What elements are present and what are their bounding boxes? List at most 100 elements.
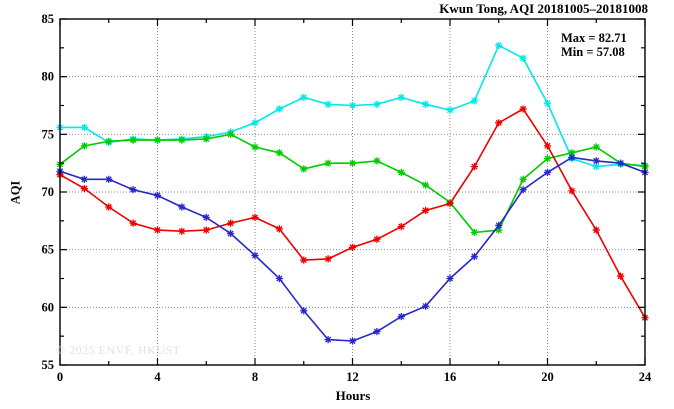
x-tick-label: 0 bbox=[57, 370, 63, 384]
x-tick-label: 16 bbox=[444, 370, 457, 384]
series-red-marker bbox=[592, 226, 600, 234]
y-tick-label: 60 bbox=[42, 300, 55, 314]
series-red-marker bbox=[251, 213, 259, 221]
series-cyan-marker bbox=[519, 54, 527, 62]
series-cyan-marker bbox=[373, 100, 381, 108]
series-red-marker bbox=[446, 199, 454, 208]
series-green-marker bbox=[422, 181, 430, 189]
series-blue-marker bbox=[251, 251, 259, 260]
series-blue-marker bbox=[373, 327, 381, 336]
series-cyan-marker bbox=[324, 100, 332, 108]
y-tick-label: 85 bbox=[42, 12, 55, 26]
y-tick-label: 70 bbox=[42, 185, 55, 199]
series-cyan-marker bbox=[275, 105, 283, 113]
series-blue-marker bbox=[227, 229, 235, 238]
series-blue-marker bbox=[446, 274, 454, 283]
series-blue-marker bbox=[202, 213, 210, 221]
series-blue-marker bbox=[153, 191, 162, 200]
series-red-marker bbox=[568, 187, 576, 195]
series-green-marker bbox=[129, 136, 137, 144]
y-tick-label: 65 bbox=[42, 243, 55, 257]
series-blue-marker bbox=[129, 186, 137, 194]
chart-title: Kwun Tong, AQI 20181005–20181008 bbox=[439, 1, 648, 16]
series-red-marker bbox=[617, 272, 625, 280]
series-cyan-marker bbox=[495, 41, 503, 50]
series-blue-marker bbox=[275, 274, 283, 283]
series-cyan-marker bbox=[300, 93, 308, 102]
series-green-marker bbox=[495, 226, 503, 234]
series-red-marker bbox=[178, 227, 186, 235]
watermark: © 2025 ENVF, HKUST bbox=[56, 343, 181, 357]
series-blue-marker bbox=[178, 203, 186, 211]
series-green-marker bbox=[105, 137, 113, 145]
gridlines bbox=[60, 19, 645, 365]
series-green-marker bbox=[592, 143, 600, 151]
series-cyan-marker bbox=[422, 100, 430, 108]
series-red-marker bbox=[153, 226, 162, 234]
series-blue-marker bbox=[592, 157, 600, 165]
series-blue-marker bbox=[519, 186, 527, 194]
series-blue-marker bbox=[422, 302, 430, 310]
series-red-marker bbox=[80, 184, 88, 193]
series-red-marker bbox=[227, 219, 235, 227]
min-annotation: Min = 57.08 bbox=[561, 45, 625, 59]
series-red bbox=[56, 105, 649, 322]
series-cyan-marker bbox=[251, 119, 259, 127]
series-blue-marker bbox=[324, 336, 332, 344]
series-green-marker bbox=[397, 168, 405, 176]
series-red-marker bbox=[397, 223, 405, 231]
series-red-marker bbox=[495, 119, 503, 127]
series-blue-marker bbox=[495, 221, 503, 230]
y-axis-title: AQI bbox=[8, 180, 23, 205]
series-green-marker bbox=[227, 130, 235, 138]
series-blue-marker bbox=[80, 175, 88, 183]
series-green-marker bbox=[153, 136, 162, 144]
x-tick-label: 20 bbox=[541, 370, 554, 384]
series-cyan-marker bbox=[592, 163, 600, 171]
y-tick-label: 55 bbox=[42, 358, 55, 372]
series-green-marker bbox=[324, 159, 332, 167]
series-red-marker bbox=[129, 219, 137, 227]
series-cyan-marker bbox=[446, 106, 454, 114]
series-red-marker bbox=[519, 105, 527, 113]
y-tick-label: 80 bbox=[42, 70, 55, 84]
series-red-marker bbox=[543, 142, 552, 150]
series-red-marker bbox=[275, 225, 283, 233]
max-annotation: Max = 82.71 bbox=[561, 31, 627, 45]
series-green-marker bbox=[80, 142, 88, 150]
x-axis-title: Hours bbox=[335, 388, 371, 403]
series-green-marker bbox=[519, 175, 527, 183]
series-blue-marker bbox=[397, 312, 405, 321]
series-red-marker bbox=[105, 203, 113, 211]
series-green-marker bbox=[568, 149, 576, 157]
series-green-marker bbox=[470, 228, 478, 236]
series-blue bbox=[56, 153, 649, 345]
series-blue-marker bbox=[543, 168, 552, 176]
series-cyan-marker bbox=[80, 123, 88, 132]
x-tick-label: 8 bbox=[252, 370, 258, 384]
x-tick-label: 12 bbox=[346, 370, 359, 384]
series-red-marker bbox=[470, 163, 478, 171]
series-blue-marker bbox=[348, 337, 357, 345]
series-green-marker bbox=[178, 136, 186, 144]
series-green-marker bbox=[373, 157, 381, 165]
series-cyan-marker bbox=[470, 97, 478, 105]
series-green-marker bbox=[348, 159, 357, 167]
max-min-annotation: Max = 82.71 Min = 57.08 bbox=[561, 31, 627, 59]
series-blue-marker bbox=[617, 159, 625, 167]
axis-frame bbox=[59, 18, 646, 366]
series-red-marker bbox=[348, 243, 357, 251]
series-red-marker bbox=[422, 206, 430, 215]
series-cyan-marker bbox=[543, 99, 552, 107]
series-green-marker bbox=[543, 154, 552, 163]
series-red-marker bbox=[300, 256, 308, 264]
series-blue-marker bbox=[300, 307, 308, 315]
series-green-marker bbox=[202, 135, 210, 143]
series-red-marker bbox=[202, 226, 210, 234]
series-cyan-marker bbox=[397, 93, 405, 102]
series-red-marker bbox=[373, 235, 381, 243]
series-green-marker bbox=[275, 149, 283, 157]
series-cyan-marker bbox=[348, 101, 357, 110]
